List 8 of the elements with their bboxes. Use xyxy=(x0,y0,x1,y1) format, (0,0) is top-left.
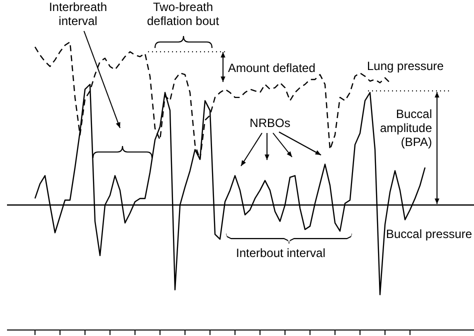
text: Interbreath interval xyxy=(48,0,108,28)
annotation: NRBOs xyxy=(250,116,290,130)
annotation: Amount deflated xyxy=(228,61,316,75)
text: Two-breath deflation bout xyxy=(146,0,220,28)
annotation: Interbout interval xyxy=(236,246,326,260)
annotation: Buccal amplitude (BPA) xyxy=(380,107,432,149)
series-label: Buccal pressure xyxy=(386,227,472,241)
series-label: Lung pressure xyxy=(367,59,444,73)
